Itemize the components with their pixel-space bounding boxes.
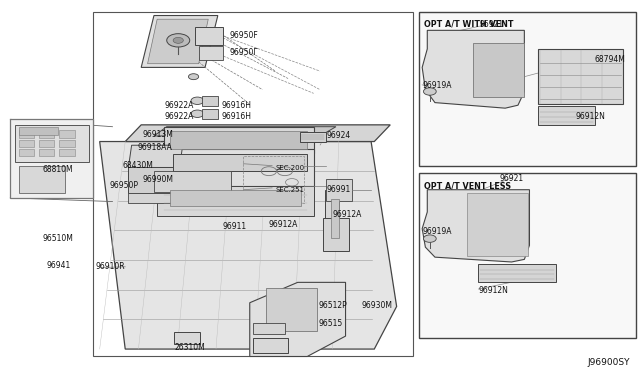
Text: 96918AA: 96918AA	[138, 142, 172, 151]
Bar	[174, 333, 200, 343]
Polygon shape	[154, 171, 230, 192]
Text: 96950Γ: 96950Γ	[229, 48, 258, 57]
Bar	[129, 193, 173, 203]
Bar	[326, 179, 352, 201]
Polygon shape	[422, 31, 524, 108]
Polygon shape	[141, 16, 218, 67]
Text: 96990M: 96990M	[143, 175, 173, 184]
Bar	[19, 128, 58, 135]
Bar	[19, 131, 34, 138]
Polygon shape	[164, 127, 314, 153]
Circle shape	[191, 110, 204, 118]
Polygon shape	[100, 141, 397, 349]
Text: 96950P: 96950P	[109, 181, 138, 190]
Text: 96924: 96924	[326, 131, 351, 140]
Bar	[419, 173, 636, 338]
Polygon shape	[148, 19, 208, 64]
Polygon shape	[157, 186, 314, 216]
Polygon shape	[170, 131, 307, 149]
Text: 96991: 96991	[326, 185, 351, 194]
Polygon shape	[125, 125, 390, 141]
Bar	[60, 149, 75, 156]
Text: 96512P: 96512P	[319, 301, 348, 310]
Text: 68794M: 68794M	[595, 55, 625, 64]
Bar	[60, 131, 75, 138]
Bar	[39, 131, 54, 138]
Text: OPT A/T VENT LESS: OPT A/T VENT LESS	[424, 181, 511, 190]
Bar	[478, 264, 556, 282]
Bar	[325, 190, 339, 245]
Bar	[39, 140, 54, 147]
Text: 96912A: 96912A	[333, 211, 362, 219]
Text: 96950F: 96950F	[229, 31, 258, 41]
Text: OPT A/T WITH VENT: OPT A/T WITH VENT	[424, 20, 513, 29]
Circle shape	[167, 34, 189, 47]
Bar	[323, 218, 349, 251]
Bar	[202, 109, 218, 119]
Polygon shape	[467, 193, 527, 256]
Text: 96941: 96941	[46, 261, 70, 270]
Circle shape	[424, 235, 436, 242]
Text: 96922A: 96922A	[164, 101, 193, 110]
Polygon shape	[129, 145, 182, 167]
Text: 96912N: 96912N	[478, 286, 508, 295]
Text: 96913M: 96913M	[143, 129, 173, 139]
Bar	[39, 149, 54, 156]
Text: 96916H: 96916H	[221, 112, 251, 121]
Circle shape	[191, 97, 204, 105]
Text: 96911: 96911	[223, 222, 247, 231]
Polygon shape	[170, 190, 301, 206]
Text: 96910R: 96910R	[95, 262, 125, 271]
Bar	[266, 288, 317, 331]
Text: 96919A: 96919A	[422, 81, 452, 90]
Bar	[243, 156, 304, 203]
Bar	[253, 338, 288, 353]
Text: J96900SY: J96900SY	[588, 357, 630, 366]
Bar	[60, 140, 75, 147]
Text: SEC.251: SEC.251	[275, 187, 304, 193]
Bar	[19, 140, 34, 147]
Circle shape	[188, 74, 198, 80]
Text: 68810M: 68810M	[43, 165, 74, 174]
Text: 96921: 96921	[479, 20, 503, 29]
Bar	[202, 96, 218, 106]
Bar	[538, 49, 623, 105]
Bar	[15, 125, 89, 162]
Text: 96912N: 96912N	[575, 112, 605, 121]
Text: 96515: 96515	[319, 319, 343, 328]
Polygon shape	[154, 127, 336, 136]
Bar	[419, 12, 636, 166]
Bar	[19, 149, 34, 156]
Text: 96919A: 96919A	[422, 227, 452, 236]
Bar	[195, 27, 223, 45]
Bar	[19, 166, 65, 193]
Polygon shape	[154, 149, 314, 186]
Bar	[253, 323, 285, 334]
Text: 96922A: 96922A	[164, 112, 193, 121]
Polygon shape	[422, 190, 529, 262]
Text: 96916H: 96916H	[221, 101, 251, 110]
Polygon shape	[173, 154, 307, 171]
Circle shape	[424, 88, 436, 95]
Polygon shape	[250, 282, 346, 356]
Text: SEC.200: SEC.200	[275, 165, 305, 171]
Bar	[300, 132, 326, 141]
Text: 68430M: 68430M	[122, 161, 153, 170]
Polygon shape	[473, 43, 524, 97]
Text: 96930M: 96930M	[362, 301, 392, 310]
Bar	[198, 46, 223, 60]
Bar	[10, 119, 93, 198]
Text: 96912A: 96912A	[269, 221, 298, 230]
Circle shape	[173, 37, 183, 43]
Text: 96921: 96921	[500, 174, 524, 183]
Polygon shape	[129, 167, 179, 193]
Bar	[93, 12, 413, 356]
Text: 96510M: 96510M	[43, 234, 74, 243]
Bar	[332, 199, 339, 238]
Bar	[538, 106, 595, 125]
Text: 26310M: 26310M	[174, 343, 205, 352]
